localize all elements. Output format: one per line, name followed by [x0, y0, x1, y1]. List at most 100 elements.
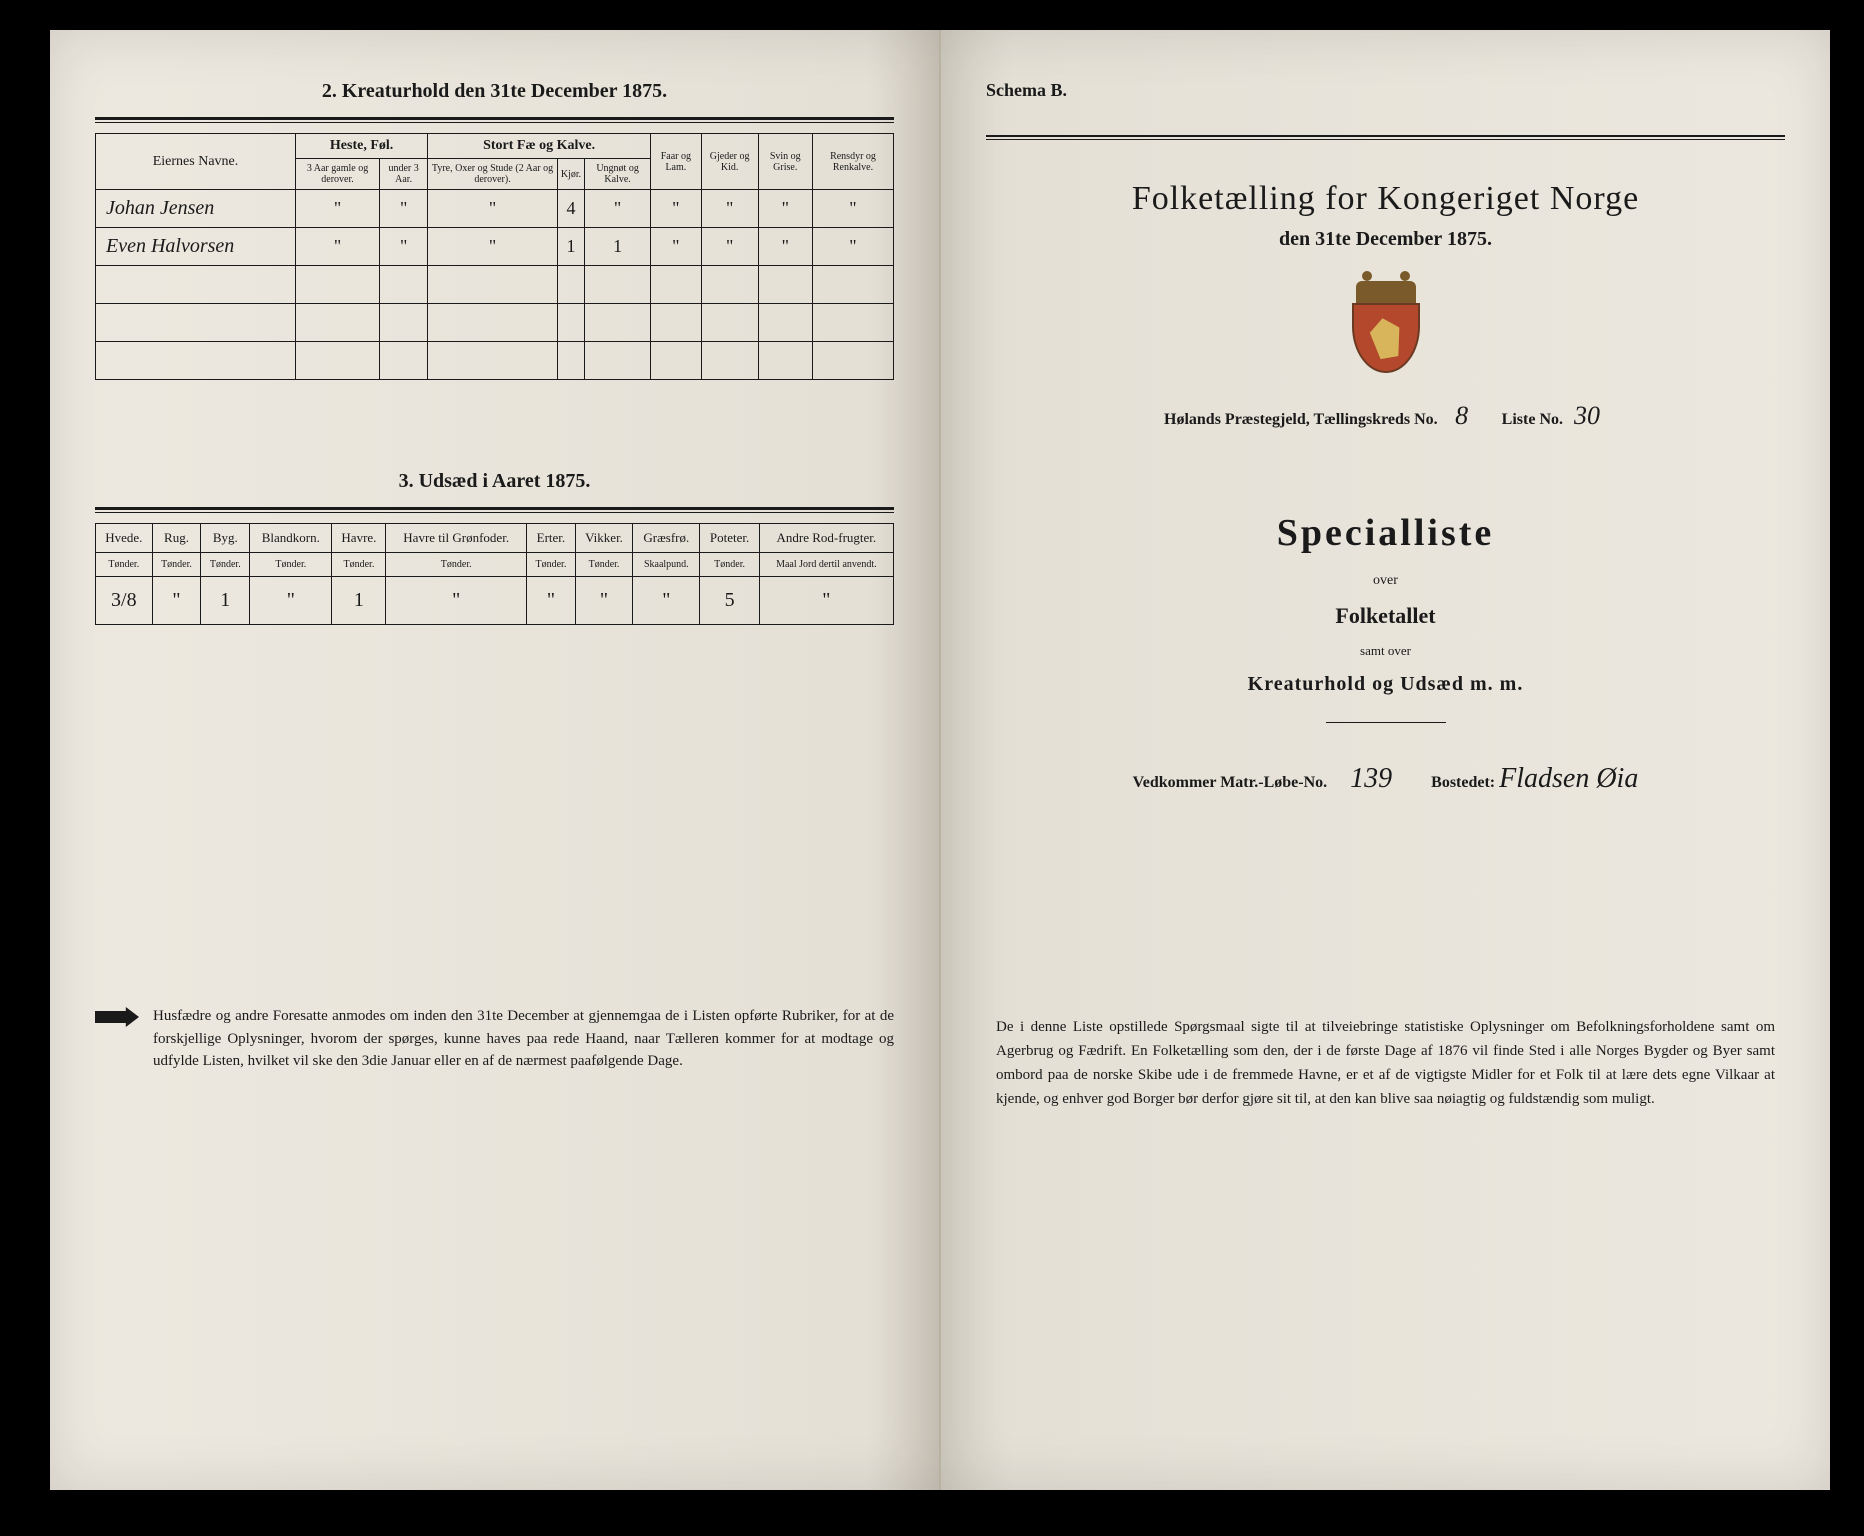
- th: Andre Rod-frugter.: [759, 524, 893, 553]
- cell: ": [758, 228, 812, 266]
- schema-label: Schema B.: [986, 80, 1785, 101]
- t3-data-row: 3/8 " 1 " 1 " " " " 5 ": [96, 577, 894, 625]
- right-footnote: De i denne Liste opstillede Spørgsmaal s…: [986, 1015, 1785, 1111]
- th-sub: Tønder.: [152, 553, 201, 577]
- cell: 3/8: [96, 577, 153, 625]
- th: Erter.: [527, 524, 576, 553]
- th: Havre til Grønfoder.: [386, 524, 527, 553]
- folketallet-label: Folketallet: [986, 603, 1785, 629]
- t3-head-row: Hvede. Rug. Byg. Blandkorn. Havre. Havre…: [96, 524, 894, 553]
- pointing-hand-icon: [95, 1007, 139, 1027]
- th-sub: Tønder.: [527, 553, 576, 577]
- cell: ": [527, 577, 576, 625]
- rule-thin: [95, 122, 894, 123]
- kreatur-label: Kreaturhold og Udsæd m. m.: [986, 673, 1785, 696]
- cell: ": [152, 577, 201, 625]
- th-svin: Svin og Grise.: [758, 134, 812, 190]
- table-row-empty: [96, 266, 894, 304]
- rule: [95, 117, 894, 120]
- cell: ": [428, 190, 558, 228]
- th: Hvede.: [96, 524, 153, 553]
- th-kjor: Kjør.: [557, 159, 584, 190]
- over-label: over: [986, 573, 1785, 589]
- th-hesteU: under 3 Aar.: [380, 159, 428, 190]
- rule: [95, 507, 894, 510]
- bosted-label: Bostedet:: [1431, 774, 1495, 791]
- cell: 1: [585, 228, 651, 266]
- th-heste3: 3 Aar gamle og derover.: [296, 159, 380, 190]
- samt-label: samt over: [986, 643, 1785, 659]
- matr-label: Vedkommer Matr.-Løbe-No.: [1133, 774, 1328, 791]
- right-page: Schema B. Folketælling for Kongeriget No…: [941, 30, 1830, 1490]
- th-sub: Tønder.: [332, 553, 386, 577]
- th-sub: Skaalpund.: [633, 553, 700, 577]
- rule-thin: [95, 512, 894, 513]
- rule: [986, 135, 1785, 137]
- udsaed-table: Hvede. Rug. Byg. Blandkorn. Havre. Havre…: [95, 523, 894, 625]
- th-ungnot: Ungnøt og Kalve.: [585, 159, 651, 190]
- cell: ": [759, 577, 893, 625]
- cell: ": [633, 577, 700, 625]
- section3-title: 3. Udsæd i Aaret 1875.: [95, 470, 894, 493]
- th-faar: Faar og Lam.: [651, 134, 702, 190]
- bosted-value: Fladsen Øia: [1499, 763, 1638, 795]
- rule-thin: [986, 139, 1785, 140]
- table-row: Even Halvorsen " " " 1 1 " " " ": [96, 228, 894, 266]
- table-row: Johan Jensen " " " 4 " " " " ": [96, 190, 894, 228]
- th: Vikker.: [575, 524, 632, 553]
- cell: ": [701, 190, 758, 228]
- th-storfe-group: Stort Fæ og Kalve.: [428, 134, 651, 159]
- th-rensdyr: Rensdyr og Renkalve.: [812, 134, 893, 190]
- th-sub: Tønder.: [386, 553, 527, 577]
- table-row-empty: [96, 342, 894, 380]
- left-page: 2. Kreaturhold den 31te December 1875. E…: [50, 30, 941, 1490]
- th-sub: Tønder.: [700, 553, 759, 577]
- th: Rug.: [152, 524, 201, 553]
- district-label: Hølands Præstegjeld, Tællingskreds No.: [1164, 411, 1438, 428]
- th-heste-group: Heste, Føl.: [296, 134, 428, 159]
- th-eier: Eiernes Navne.: [96, 134, 296, 190]
- cell: ": [386, 577, 527, 625]
- th: Blandkorn.: [250, 524, 332, 553]
- cell: 1: [557, 228, 584, 266]
- cell: ": [428, 228, 558, 266]
- kreds-number: 8: [1442, 401, 1482, 431]
- table-row-empty: [96, 304, 894, 342]
- cell: ": [758, 190, 812, 228]
- cell: ": [651, 228, 702, 266]
- th-sub: Tønder.: [201, 553, 250, 577]
- th-sub: Maal Jord dertil anvendt.: [759, 553, 893, 577]
- coat-of-arms-icon: [1346, 281, 1426, 376]
- th: Byg.: [201, 524, 250, 553]
- th-gjeder: Gjeder og Kid.: [701, 134, 758, 190]
- th: Poteter.: [700, 524, 759, 553]
- cell-name: Even Halvorsen: [96, 228, 296, 266]
- page-spread: 2. Kreaturhold den 31te December 1875. E…: [50, 30, 1830, 1490]
- sub-date: den 31te December 1875.: [986, 228, 1785, 251]
- cell: ": [250, 577, 332, 625]
- cell: 1: [332, 577, 386, 625]
- divider: [1326, 722, 1446, 723]
- main-title: Folketælling for Kongeriget Norge: [986, 180, 1785, 218]
- cell: ": [575, 577, 632, 625]
- specialliste-title: Specialliste: [986, 511, 1785, 555]
- cell: ": [812, 190, 893, 228]
- cell-name: Johan Jensen: [96, 190, 296, 228]
- cell: ": [701, 228, 758, 266]
- cell: 1: [201, 577, 250, 625]
- matr-number: 139: [1331, 763, 1411, 795]
- th-tyre: Tyre, Oxer og Stude (2 Aar og derover).: [428, 159, 558, 190]
- district-line: Hølands Præstegjeld, Tællingskreds No. 8…: [986, 401, 1785, 431]
- cell: ": [296, 190, 380, 228]
- cell: ": [585, 190, 651, 228]
- th-sub: Tønder.: [96, 553, 153, 577]
- left-footnote: Husfædre og andre Foresatte anmodes om i…: [95, 1005, 894, 1073]
- cell: 4: [557, 190, 584, 228]
- t3-sub-row: Tønder. Tønder. Tønder. Tønder. Tønder. …: [96, 553, 894, 577]
- liste-number: 30: [1567, 401, 1607, 431]
- cell: ": [380, 228, 428, 266]
- th: Havre.: [332, 524, 386, 553]
- liste-label: Liste No.: [1502, 411, 1563, 428]
- th-sub: Tønder.: [575, 553, 632, 577]
- cell: 5: [700, 577, 759, 625]
